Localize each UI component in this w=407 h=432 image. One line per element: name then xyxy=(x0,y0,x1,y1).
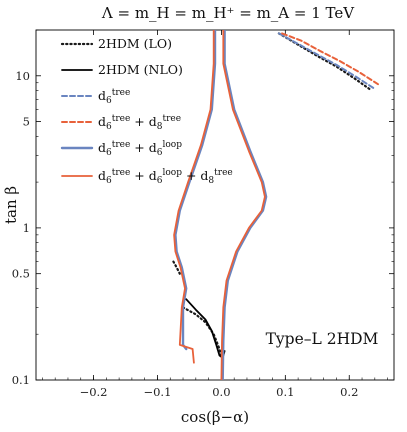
x-tick-label: 0.1 xyxy=(276,385,294,399)
legend-label: 2HDM (NLO) xyxy=(98,62,183,77)
y-axis-ticks: 0.1 0.5 1 5 10 xyxy=(12,29,394,387)
y-tick-label: 10 xyxy=(15,69,30,83)
series-line-6-seg-1 xyxy=(173,30,215,364)
model-annotation: Type–L 2HDM xyxy=(266,330,379,348)
y-tick-label: 0.1 xyxy=(12,373,30,387)
legend-label: d6tree + d8tree xyxy=(98,114,181,132)
legend-label: d6tree + d6loop xyxy=(98,140,182,158)
y-tick-label: 1 xyxy=(23,221,30,235)
x-axis-ticks: −0.2 −0.1 0.0 0.1 0.2 xyxy=(42,30,388,399)
legend: 2HDM (LO) 2HDM (NLO) d6tree d6tree + d8tree… xyxy=(60,36,233,186)
series-line-1-seg-3 xyxy=(172,260,181,275)
series-line-4-seg-1 xyxy=(281,32,379,86)
legend-label: d6tree + d6loop + d8tree xyxy=(98,168,233,186)
x-tick-label: 0.0 xyxy=(212,385,230,399)
chart-title: Λ = m_H = m_H⁺ = m_A = 1 TeV xyxy=(101,4,355,22)
legend-label: 2HDM (LO) xyxy=(98,36,172,51)
y-axis-title: tan β xyxy=(2,186,20,224)
series-line-5-seg-2 xyxy=(221,30,268,380)
x-tick-label: −0.2 xyxy=(80,385,108,399)
x-tick-label: −0.1 xyxy=(143,385,171,399)
x-axis-title: cos(β−α) xyxy=(181,408,249,426)
y-tick-label: 0.5 xyxy=(12,267,30,281)
series-line-6-seg-2 xyxy=(220,30,266,380)
series-line-3-seg-1 xyxy=(277,32,376,90)
x-tick-label: 0.2 xyxy=(340,385,358,399)
series-layer xyxy=(172,30,379,380)
legend-label: d6tree xyxy=(98,88,130,106)
y-tick-label: 5 xyxy=(23,115,30,129)
plot-frame xyxy=(35,29,395,381)
series-line-5-seg-1 xyxy=(174,30,217,351)
